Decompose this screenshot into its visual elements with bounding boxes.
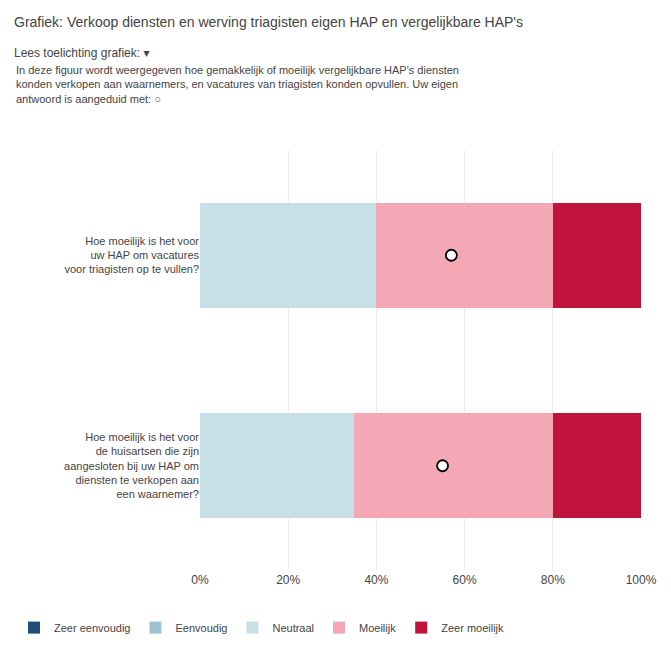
svg-text:0%: 0% (191, 573, 209, 587)
svg-text:40%: 40% (364, 573, 388, 587)
svg-text:60%: 60% (453, 573, 477, 587)
svg-text:Eenvoudig: Eenvoudig (175, 622, 227, 634)
svg-text:80%: 80% (541, 573, 565, 587)
svg-text:Zeer moeilijk: Zeer moeilijk (441, 622, 504, 634)
svg-text:Zeer eenvoudig: Zeer eenvoudig (54, 622, 130, 634)
svg-text:Neutraal: Neutraal (272, 622, 314, 634)
svg-text:In deze figuur wordt weergegev: In deze figuur wordt weergegeven hoe gem… (16, 64, 459, 105)
svg-text:20%: 20% (276, 573, 300, 587)
svg-text:Moeilijk: Moeilijk (359, 622, 396, 634)
svg-text:Lees toelichting grafiek: ▾: Lees toelichting grafiek: ▾ (14, 46, 149, 60)
svg-text:Hoe moeilijk is het vooruw HAP: Hoe moeilijk is het vooruw HAP om vacatu… (64, 235, 199, 276)
svg-text:Grafiek: Verkoop diensten en w: Grafiek: Verkoop diensten en werving tri… (14, 14, 523, 30)
svg-text:Hoe moeilijk is het voorde hui: Hoe moeilijk is het voorde huisartsen di… (64, 431, 199, 500)
svg-text:100%: 100% (626, 573, 657, 587)
